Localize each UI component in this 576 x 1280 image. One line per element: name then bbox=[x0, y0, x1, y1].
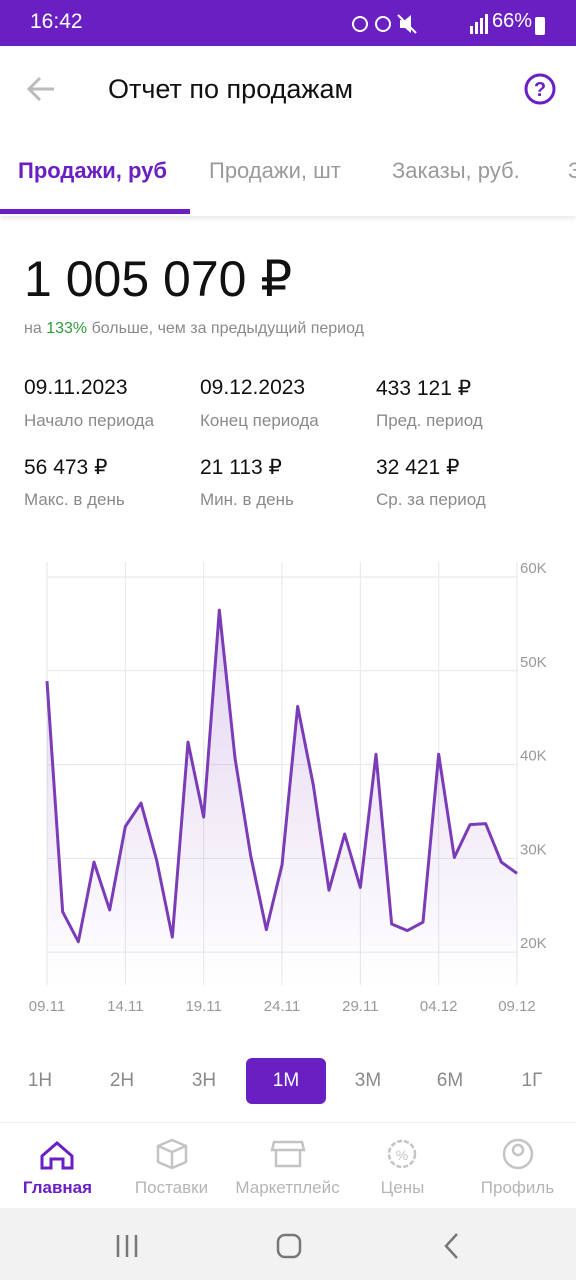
stat-value: 433 121 ₽ bbox=[376, 377, 472, 400]
line bbox=[45, 608, 518, 944]
x-tick-label: 19.11 bbox=[185, 998, 221, 1015]
tab-indicator bbox=[0, 209, 190, 214]
percent: 133% bbox=[46, 320, 88, 337]
stat-label: Начало периода bbox=[24, 411, 155, 430]
help-button[interactable]: ? bbox=[523, 72, 557, 106]
chart: 20K 30K 40K 50K 60K 09.11 14.11 19.11 24.11 29.11… bbox=[29, 560, 547, 1015]
x-tick-label: 09.12 bbox=[498, 998, 536, 1015]
nav-item[interactable]: Маркетплейс bbox=[235, 1178, 340, 1197]
tab[interactable]: Продажи, руб bbox=[18, 158, 167, 183]
prefix: на bbox=[24, 320, 42, 337]
x-tick-label: 24.11 bbox=[264, 998, 300, 1015]
x-tick-label: 09.11 bbox=[29, 998, 65, 1015]
nav-item[interactable]: Профиль bbox=[480, 1178, 555, 1197]
svg-text:?: ? bbox=[534, 79, 546, 101]
stat-value: 56 473 ₽ bbox=[24, 456, 108, 479]
comparison: на 133% больше, чем за предыдущий период bbox=[24, 320, 364, 338]
back-button[interactable] bbox=[26, 74, 56, 104]
time: 16:42 bbox=[30, 10, 83, 33]
nav-item[interactable]: Цены bbox=[380, 1178, 425, 1197]
y-tick-label: 40K bbox=[520, 748, 547, 765]
x-tick-label: 29.11 bbox=[342, 998, 378, 1015]
area bbox=[47, 610, 517, 985]
x-tick-label: 14.11 bbox=[107, 998, 143, 1015]
divider bbox=[0, 1122, 576, 1123]
stat-label: Конец периода bbox=[200, 411, 319, 430]
battery-icon bbox=[535, 17, 545, 35]
nav-item[interactable]: Главная bbox=[22, 1178, 93, 1197]
range-button[interactable]: 1Н bbox=[27, 1070, 53, 1091]
stat-value: 09.12.2023 bbox=[200, 376, 306, 399]
stat-value: 09.11.2023 bbox=[24, 376, 128, 399]
suffix: больше, чем за предыдущий период bbox=[91, 320, 364, 337]
range-button[interactable]: 1Г bbox=[521, 1070, 543, 1091]
stat-label: Ср. за период bbox=[376, 490, 486, 509]
y-tick-label: 50K bbox=[520, 654, 547, 671]
status-bar: 16:42 66% bbox=[0, 0, 576, 46]
tab-bar: Продажи, руб Продажи, шт Заказы, руб. З bbox=[0, 150, 576, 216]
total: 1 005 070 ₽ bbox=[24, 251, 293, 307]
stat-value: 32 421 ₽ bbox=[376, 456, 460, 479]
nav-item[interactable]: Поставки bbox=[134, 1178, 209, 1197]
y-tick-label: 30K bbox=[520, 841, 547, 858]
y-tick-label: 60K bbox=[520, 560, 547, 577]
range-button[interactable]: 1М bbox=[246, 1058, 326, 1104]
range-button[interactable]: 6М bbox=[436, 1070, 464, 1091]
tab[interactable]: Продажи, шт bbox=[209, 158, 341, 183]
stat-label: Мин. в день bbox=[200, 490, 294, 509]
y-tick-label: 20K bbox=[520, 935, 547, 952]
x-tick-label: 04.12 bbox=[420, 998, 458, 1015]
tab[interactable]: Заказы, руб. bbox=[392, 158, 520, 183]
stat-label: Макс. в день bbox=[24, 490, 125, 509]
page-title: Отчет по продажам bbox=[108, 74, 354, 104]
stat-value: 21 113 ₽ bbox=[200, 456, 282, 479]
svg-text:%: % bbox=[396, 1147, 408, 1163]
range-button[interactable]: 2Н bbox=[109, 1070, 135, 1091]
stat-label: Пред. период bbox=[376, 411, 483, 430]
tab[interactable]: З bbox=[568, 158, 576, 183]
battery: 66% bbox=[492, 10, 533, 32]
range-button[interactable]: 3Н bbox=[191, 1070, 217, 1091]
status-icons bbox=[352, 14, 488, 34]
range-button[interactable]: 3М bbox=[354, 1070, 382, 1091]
